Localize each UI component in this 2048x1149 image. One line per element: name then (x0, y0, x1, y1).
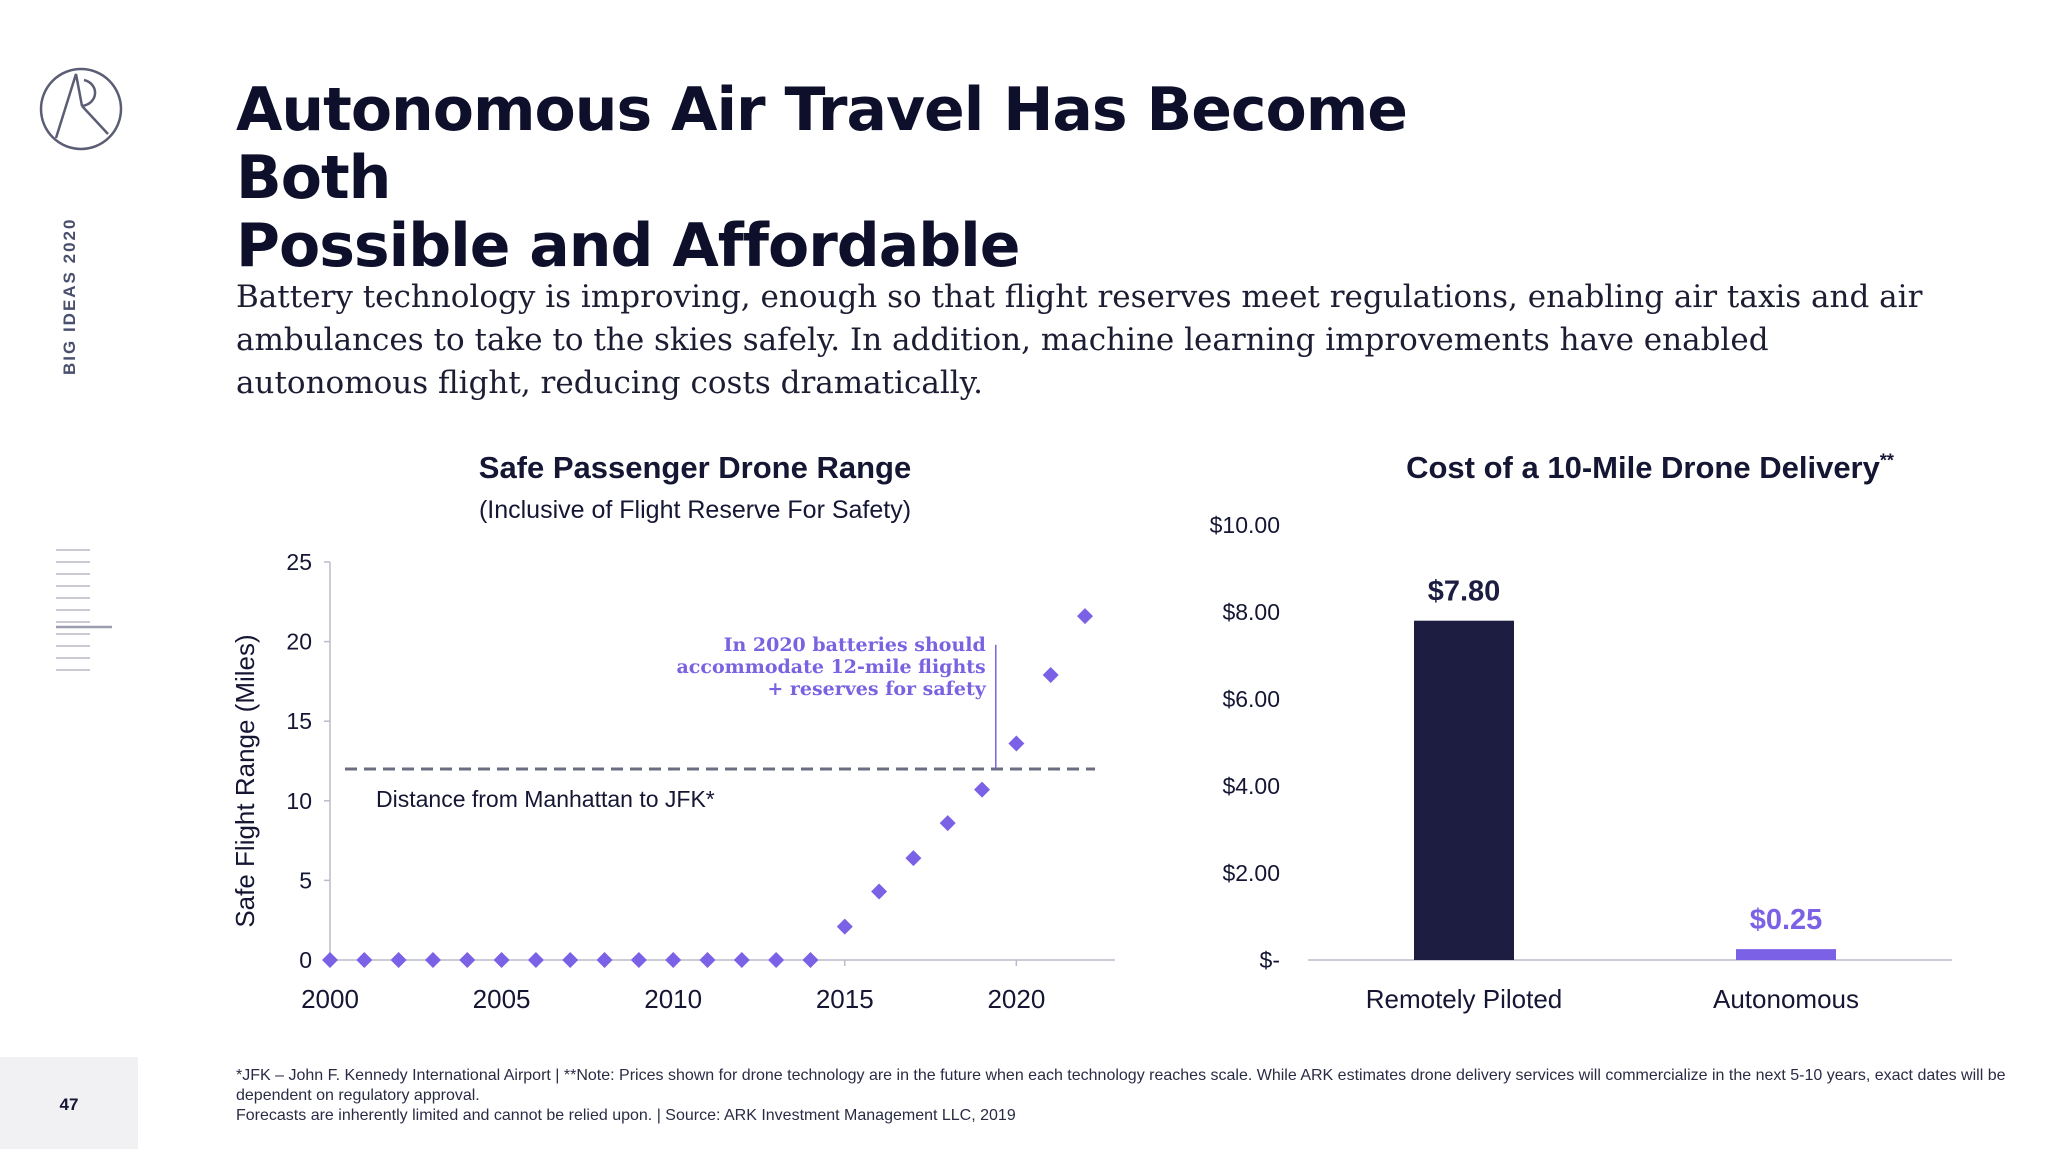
x-category-label: Remotely Piloted (1366, 984, 1563, 1014)
data-point (1077, 608, 1093, 625)
data-point (1042, 667, 1059, 684)
data-point (322, 952, 338, 968)
data-point (768, 952, 785, 968)
y-tick-label: 15 (286, 708, 312, 734)
page-title: Autonomous Air Travel Has Become Both Po… (236, 76, 1536, 280)
y-tick-label: $8.00 (1222, 599, 1280, 625)
page-number-box (0, 1057, 138, 1149)
data-point (905, 850, 922, 867)
x-category-label: Autonomous (1713, 984, 1859, 1014)
range-chart-subtitle: (Inclusive of Flight Reserve For Safety) (478, 496, 912, 524)
annotation-text: accommodate 12-mile flights (677, 656, 986, 678)
y-tick-label: $- (1260, 947, 1280, 973)
x-tick-label: 2000 (301, 984, 359, 1014)
y-tick-label: $2.00 (1222, 860, 1280, 886)
cost-chart: $- $2.00 $4.00 $6.00 $8.00 $10.00 $7.80 Remotel… (1210, 512, 1952, 1014)
data-point (733, 952, 750, 968)
data-point (802, 952, 819, 968)
bar-value-label: $0.25 (1750, 904, 1823, 936)
title-line-2: Possible and Affordable (236, 211, 1020, 281)
annotation-text: + reserves for safety (767, 678, 986, 700)
y-tick-label: 20 (286, 629, 312, 655)
data-point (939, 815, 956, 832)
x-tick-label: 2020 (987, 984, 1045, 1014)
cost-chart-title: Cost of a 10-Mile Drone Delivery** (1380, 450, 1920, 486)
data-point (356, 952, 373, 968)
data-point (836, 918, 853, 935)
data-point (596, 952, 613, 968)
data-point (699, 952, 716, 968)
data-point (974, 781, 991, 798)
y-tick-label: $4.00 (1222, 773, 1280, 799)
reference-line-label: Distance from Manhattan to JFK* (376, 786, 715, 812)
y-tick-label: $10.00 (1210, 512, 1280, 538)
progress-ticks-icon (56, 549, 112, 671)
y-tick-label: 5 (299, 867, 312, 893)
annotation-text: In 2020 batteries should (724, 634, 986, 656)
range-chart-title: Safe Passenger Drone Range (478, 450, 912, 485)
y-tick-label: $6.00 (1222, 686, 1280, 712)
data-point (459, 952, 476, 968)
x-tick-label: 2005 (473, 984, 531, 1014)
data-point (630, 952, 647, 968)
y-tick-label: 10 (286, 788, 312, 814)
data-point (871, 883, 888, 900)
cost-chart-title-suffix: ** (1879, 450, 1894, 471)
y-tick-label: 25 (286, 549, 312, 575)
x-tick-label: 2010 (644, 984, 702, 1014)
x-tick-label: 2015 (816, 984, 874, 1014)
data-point (424, 952, 441, 968)
data-point (493, 952, 510, 968)
y-tick-label: 0 (299, 947, 312, 973)
data-point (1008, 735, 1025, 752)
range-chart: 0 5 10 15 20 25 2000 2005 2010 2015 2020 Safe Fligh… (230, 549, 1115, 1014)
footnote-line-2: Forecasts are inherently limited and can… (236, 1107, 1016, 1124)
footnote: *JFK – John F. Kennedy International Air… (236, 1066, 2026, 1126)
page-number: 47 (59, 1095, 79, 1114)
intro-text: Battery technology is improving, enough … (236, 279, 1923, 401)
footnote-line-1: *JFK – John F. Kennedy International Air… (236, 1067, 2006, 1104)
ark-logo-icon (39, 67, 123, 151)
data-point (562, 952, 579, 968)
bar-value-label: $7.80 (1428, 576, 1501, 608)
cost-chart-title-text: Cost of a 10-Mile Drone Delivery (1406, 450, 1880, 485)
bar (1736, 949, 1836, 960)
data-point (665, 952, 682, 968)
y-axis-title: Safe Flight Range (Miles) (230, 634, 260, 927)
data-point (527, 952, 544, 968)
title-line-1: Autonomous Air Travel Has Become Both (236, 75, 1408, 213)
data-point (390, 952, 407, 968)
bar (1414, 620, 1514, 960)
